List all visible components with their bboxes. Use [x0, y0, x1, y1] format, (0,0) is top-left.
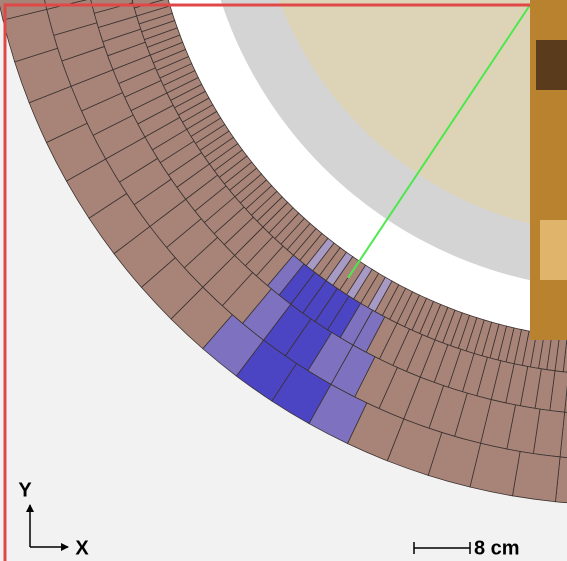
- photo-inset: [530, 0, 567, 340]
- photo-detail: [536, 40, 567, 90]
- event-display: Y X 8 cm: [0, 0, 567, 561]
- y-label: Y: [18, 479, 32, 501]
- x-label: X: [75, 537, 89, 559]
- cell: [512, 451, 560, 501]
- scale-label: 8 cm: [474, 537, 520, 559]
- page: Y X 8 cm (() => { const data = JSON.pars…: [0, 0, 567, 561]
- photo-detail: [540, 220, 567, 280]
